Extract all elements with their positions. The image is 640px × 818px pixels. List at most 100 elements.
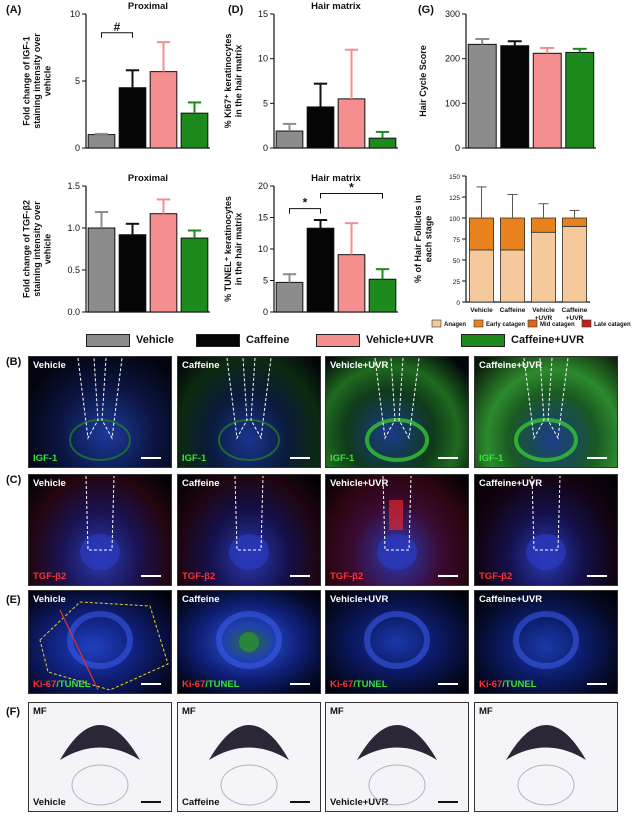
bar xyxy=(118,234,147,313)
chart-title: Proximal xyxy=(128,173,168,184)
stain-label: Ki-67/TUNEL xyxy=(33,679,91,690)
bar xyxy=(87,134,116,149)
y-tick-label: 20 xyxy=(258,181,268,191)
image-panel-c-vehicle: Vehicle TGF-β2 xyxy=(28,474,172,586)
y-axis-label: Fold change of IGF-1 xyxy=(22,36,32,126)
y-tick-label: 50 xyxy=(453,258,461,265)
scale-bar xyxy=(587,457,607,459)
y-tick-label: 25 xyxy=(453,279,461,286)
bar xyxy=(306,227,335,313)
y-tick-label: 0 xyxy=(455,143,460,153)
bar xyxy=(368,278,397,313)
image-panel-b-caffeine: Caffeine IGF-1 xyxy=(177,356,321,468)
stacked-bar-segment xyxy=(562,217,587,227)
stain-tunel: /TUNEL xyxy=(205,679,240,690)
stain-tunel: /TUNEL xyxy=(502,679,537,690)
y-tick-label: 100 xyxy=(445,98,460,108)
bar xyxy=(337,254,366,313)
panel-title: Vehicle+UVR xyxy=(330,594,389,605)
panel-title: MF xyxy=(33,706,47,717)
y-axis-label: vehicle xyxy=(43,66,53,97)
image-panel-f-vehicle: MF Vehicle xyxy=(28,702,172,812)
scale-bar xyxy=(438,575,458,577)
panel-label-d: (D) xyxy=(228,4,244,16)
legend-label: Vehicle+UVR xyxy=(366,334,434,346)
panel-group-label: Vehicle xyxy=(33,797,66,808)
scale-bar xyxy=(438,801,458,803)
legend-item-vehicle: Vehicle xyxy=(86,332,174,348)
chart-title: Hair matrix xyxy=(311,173,361,184)
panel-title: Vehicle+UVR xyxy=(330,478,389,489)
legend-swatch xyxy=(581,319,592,328)
y-tick-label: 5 xyxy=(263,276,268,286)
y-tick-label: 0.5 xyxy=(67,265,80,275)
panel-label-f: (F) xyxy=(6,706,21,718)
y-tick-label: 5 xyxy=(263,98,268,108)
panel-label-a: (A) xyxy=(6,4,22,16)
bar xyxy=(565,51,595,149)
stain-ki67: Ki-67 xyxy=(33,679,57,690)
panel-title: MF xyxy=(182,706,196,717)
y-axis-label: staining intensity over xyxy=(32,33,42,129)
y-axis-label: in the hair matrix xyxy=(233,213,243,286)
y-tick-label: 1.5 xyxy=(67,181,80,191)
x-tick-label: Vehicle xyxy=(470,307,493,314)
scale-bar xyxy=(141,457,161,459)
panel-title: Caffeine+UVR xyxy=(479,360,543,371)
stain-label: IGF-1 xyxy=(330,453,355,464)
scale-bar xyxy=(141,683,161,685)
scale-bar xyxy=(290,457,310,459)
image-panel-c-vehicle-uvr: Vehicle+UVR TGF-β2 xyxy=(325,474,469,586)
stain-label: TGF-β2 xyxy=(182,571,216,582)
stain-label: TGF-β2 xyxy=(479,571,513,582)
panel-title: Vehicle xyxy=(33,594,66,605)
legend-swatch xyxy=(527,319,538,328)
scale-bar xyxy=(290,683,310,685)
significance-mark: * xyxy=(303,196,308,210)
y-tick-label: 100 xyxy=(449,216,460,223)
stacked-bar-segment xyxy=(562,225,587,303)
y-tick-label: 300 xyxy=(445,9,460,19)
chart-title: Hair matrix xyxy=(311,1,361,12)
y-tick-label: 75 xyxy=(453,237,461,244)
chart-a1: 0 5 10 Proximal Fold change of IGF-1 staining… xyxy=(22,1,210,153)
legend-label: Anagen xyxy=(444,322,466,328)
bar xyxy=(87,227,116,313)
image-panel-b-vehicle: Vehicle IGF-1 xyxy=(28,356,172,468)
stain-label: Ki-67/TUNEL xyxy=(182,679,240,690)
scale-bar xyxy=(141,575,161,577)
significance-bracket xyxy=(320,193,383,199)
legend-swatch xyxy=(316,333,360,347)
legend-swatch xyxy=(431,319,442,328)
stain-label: TGF-β2 xyxy=(330,571,364,582)
chart-g1: 0 100 200 300 Hair Cycle Score xyxy=(418,9,596,153)
scale-bar xyxy=(587,575,607,577)
legend-swatch xyxy=(196,333,240,347)
legend-label: Caffeine+UVR xyxy=(511,334,585,346)
bar xyxy=(368,137,397,149)
stacked-bar-segment xyxy=(531,231,556,303)
chart-d2: 0 5 10 15 20 Hair matrix % TUNEL⁺ keratinocyte… xyxy=(223,173,398,317)
panel-label-g: (G) xyxy=(418,4,434,16)
y-tick-label: 1.0 xyxy=(67,223,80,233)
y-tick-label: 0 xyxy=(456,300,460,307)
y-axis-label: Fold change of TGF-β2 xyxy=(22,200,32,298)
significance-bracket xyxy=(101,32,133,38)
group-legend: Vehicle Caffeine Vehicle+UVR Caffeine+UV… xyxy=(86,330,606,352)
y-tick-label: 125 xyxy=(449,195,460,202)
bar xyxy=(306,106,335,149)
legend-item-vehicle-uvr: Vehicle+UVR xyxy=(316,332,434,348)
image-panel-f-vehicle-uvr: MF Vehicle+UVR xyxy=(325,702,469,812)
y-axis-label: % Ki67⁺ keratinocytes xyxy=(223,34,233,129)
bar xyxy=(118,87,147,149)
bar xyxy=(467,43,497,149)
bar xyxy=(149,213,178,313)
panel-title: Vehicle xyxy=(33,360,66,371)
bar xyxy=(500,45,530,149)
image-panel-c-caffeine-uvr: Caffeine+UVR TGF-β2 xyxy=(474,474,618,586)
scale-bar xyxy=(290,575,310,577)
stain-ki67: Ki-67 xyxy=(182,679,206,690)
y-tick-label: 10 xyxy=(258,244,268,254)
panel-group-label: Vehicle+UVR xyxy=(330,797,389,808)
